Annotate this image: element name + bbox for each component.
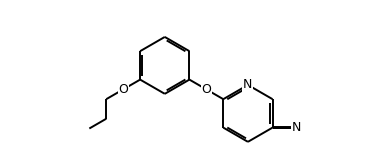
Text: N: N xyxy=(243,78,253,91)
Text: O: O xyxy=(118,83,128,96)
Text: N: N xyxy=(292,121,301,134)
Text: O: O xyxy=(201,83,211,96)
